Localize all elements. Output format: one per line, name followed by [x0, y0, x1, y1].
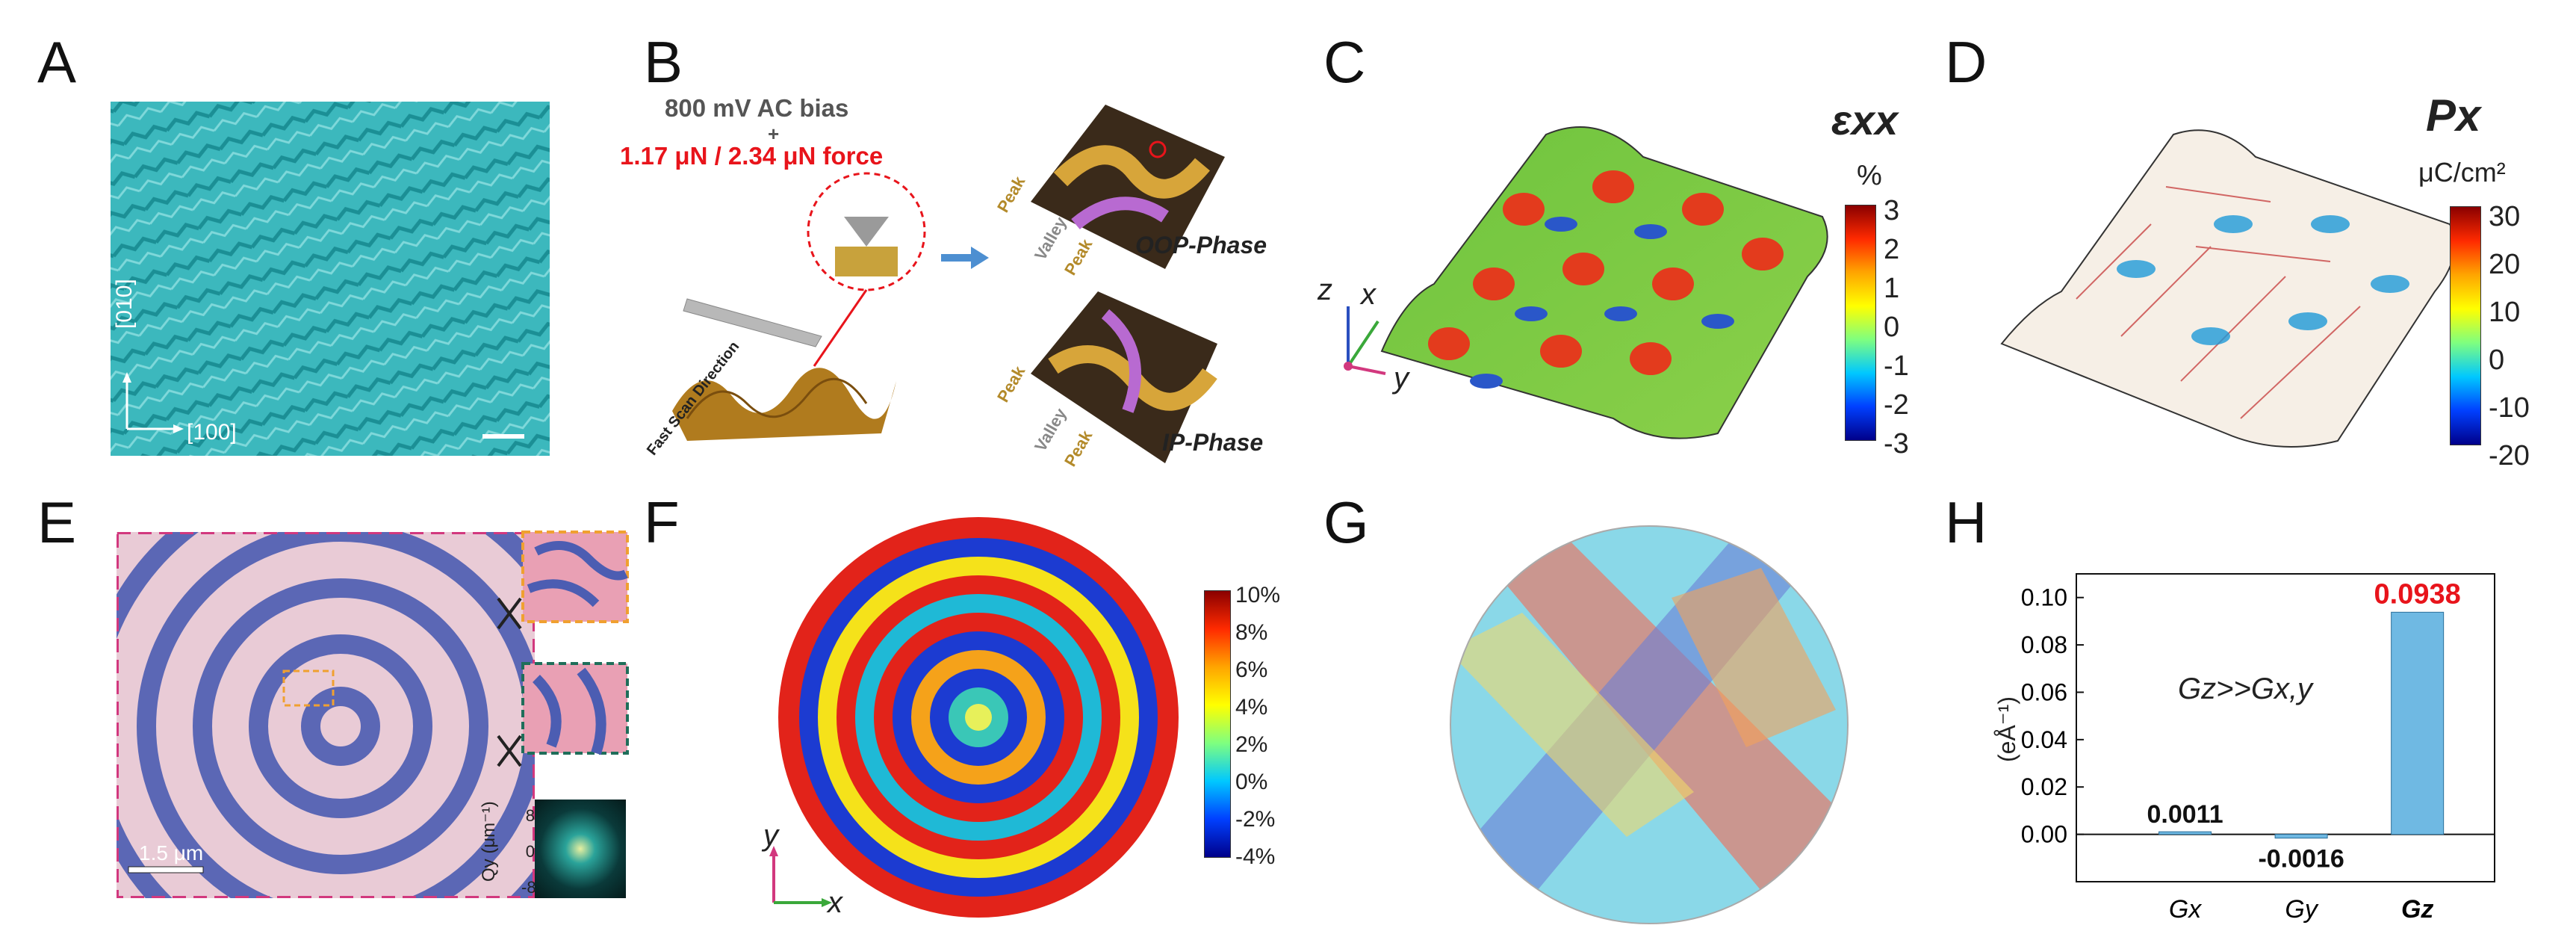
tick: -2%: [1235, 807, 1276, 832]
data-label: 0.0011: [2147, 800, 2223, 829]
ip-phase-map: [1031, 291, 1217, 463]
force-label: 1.17 μN / 2.34 μN force: [620, 142, 884, 170]
bias-label: 800 mV AC bias: [665, 94, 849, 122]
panel-letter-e: E: [37, 489, 77, 555]
zoom-insets: [521, 531, 629, 755]
x-tick-label: Gx: [2169, 895, 2202, 924]
y-tick-label: 0.06: [2021, 678, 2067, 705]
afm-schematic: [672, 172, 926, 441]
y-tick-label: 0.08: [2021, 631, 2067, 658]
colorbar-f-ticks: 10% 8% 6% 4% 2% 0% -2% -4%: [1235, 577, 1280, 876]
x-tick-label: Gy: [2285, 895, 2318, 924]
data-label: -0.0016: [2258, 845, 2344, 873]
axis-triad-f: [769, 846, 832, 907]
oop-phase-map: [1031, 105, 1225, 269]
tick: 30: [2489, 201, 2521, 232]
colorbar-d: [2450, 206, 2481, 445]
tick: 10%: [1235, 583, 1281, 607]
tick: -1: [1884, 350, 1909, 382]
scale-bar: [482, 434, 524, 439]
panel-letter-b: B: [644, 29, 683, 95]
y-axis-label: (eÅ⁻¹): [1993, 696, 2020, 762]
axis-x-label: x: [1361, 278, 1376, 311]
y-tick-label: 0.10: [2021, 584, 2067, 611]
axis-z-label: z: [1318, 273, 1332, 306]
annotation: Gz>>Gx,y: [2178, 672, 2313, 705]
tick: 8: [525, 806, 535, 825]
tick: -20: [2489, 440, 2530, 471]
colorbar-c: [1845, 205, 1876, 441]
panel-letter-f: F: [644, 489, 680, 555]
panel-a-micrograph: [111, 102, 550, 456]
scissors-icon: [497, 735, 522, 767]
panel-letter-a: A: [37, 29, 77, 95]
colorbar-f: [1204, 590, 1231, 858]
panel-letter-g: G: [1323, 489, 1369, 555]
tick: 0: [525, 842, 535, 861]
panel-letter-d: D: [1945, 29, 1987, 95]
axis-y-label: y: [763, 819, 778, 852]
y-tick-label: 0.00: [2021, 821, 2067, 848]
tick: 0%: [1235, 770, 1268, 794]
colorbar-c-ticks: 3 2 1 0 -1 -2 -3: [1884, 191, 1909, 463]
scale-label: 1.5 μm: [139, 841, 204, 865]
tick: 1: [1884, 273, 1900, 304]
tick: 0: [2489, 344, 2505, 376]
bar-gy: [2274, 834, 2328, 839]
tick: 0: [1884, 312, 1900, 343]
strain-surface: [1380, 126, 1828, 439]
tick: 6%: [1235, 658, 1268, 682]
concentric-domain-map: [117, 532, 535, 898]
tick: -4%: [1235, 844, 1276, 869]
axis-x-label: x: [828, 886, 842, 919]
axis-triad-c: [1344, 306, 1386, 375]
axis-label-010: [010]: [112, 279, 137, 329]
tick: 4%: [1235, 695, 1268, 720]
colorbar-d-ticks: 30 20 10 0 -10 -20: [2489, 193, 2530, 480]
tick: -8: [521, 878, 536, 897]
bar-chart-h: 0.10 0.08 0.06 0.04 0.02 0.00 0.0011 -0.0016 0.…: [2021, 573, 2495, 924]
tick: 8%: [1235, 620, 1268, 645]
bar-gx: [2158, 831, 2212, 835]
tick: 2%: [1235, 732, 1268, 757]
polarization-unit: μC/cm²: [2418, 157, 2506, 188]
axis-y-label: y: [1394, 362, 1409, 395]
y-tick-label: 0.02: [2021, 773, 2067, 800]
x-tick-label: Gz: [2401, 895, 2433, 924]
panel-letter-h: H: [1945, 489, 1987, 555]
strain-symbol: εxx: [1831, 96, 1899, 143]
concentric-strain-disk: [778, 517, 1179, 918]
plus-label: +: [768, 123, 780, 145]
qy-ticks: 8 0 -8: [521, 798, 536, 906]
plot-frame: [2076, 573, 2495, 882]
axis-label-100: [100]: [187, 420, 237, 445]
tick: -3: [1884, 428, 1909, 460]
y-tick-label: 0.04: [2021, 726, 2067, 753]
data-label: 0.0938: [2374, 578, 2461, 610]
tick: -2: [1884, 389, 1909, 421]
scissors-icon: [497, 597, 522, 630]
fft-inset: [535, 800, 626, 898]
qy-label: Qy (μm⁻¹): [479, 801, 499, 882]
tick: -10: [2489, 392, 2530, 424]
polarization-disk: [1450, 525, 1849, 924]
tick: 3: [1884, 195, 1900, 226]
ip-phase-label: IP-Phase: [1162, 429, 1264, 456]
polarization-symbol: Px: [2426, 90, 2481, 140]
strain-unit: %: [1857, 160, 1882, 191]
tick: 10: [2489, 297, 2521, 328]
tick: 20: [2489, 249, 2521, 280]
panel-letter-c: C: [1323, 29, 1366, 95]
polarization-surface: [2000, 129, 2456, 448]
oop-phase-label: OOP-Phase: [1135, 232, 1267, 259]
tick: 2: [1884, 234, 1900, 265]
bar-gz: [2391, 611, 2445, 835]
arrow-icon: [941, 247, 989, 269]
